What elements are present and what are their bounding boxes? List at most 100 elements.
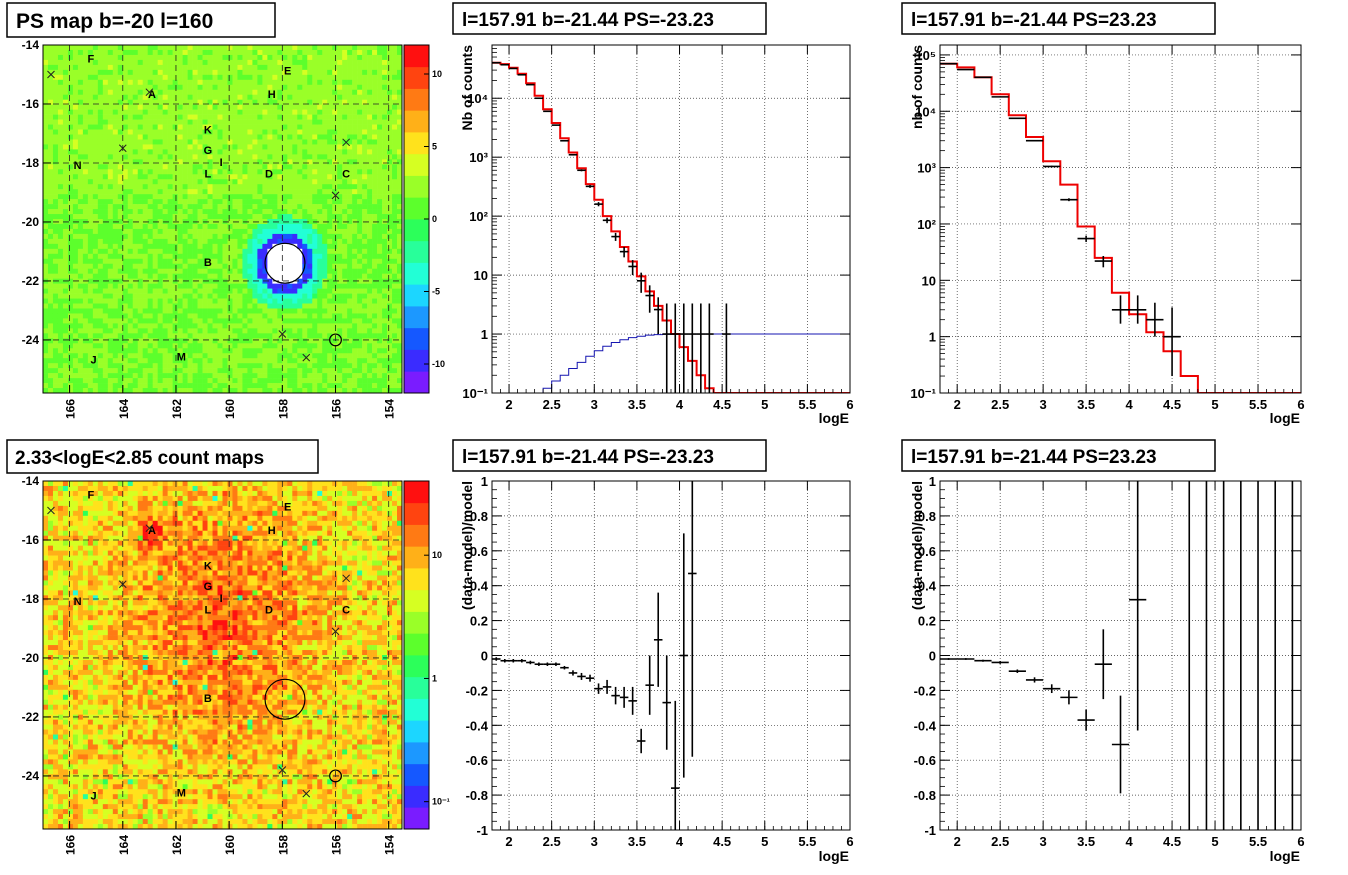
heat-cell — [212, 343, 218, 349]
heat-cell — [272, 273, 278, 279]
heat-cell — [142, 159, 149, 165]
heat-cell — [382, 214, 388, 220]
heat-cell — [67, 164, 74, 170]
heat-cell — [117, 263, 124, 270]
heat-cell — [97, 233, 104, 240]
heat-cell — [212, 368, 218, 374]
heat-cell — [122, 104, 129, 110]
heat-cell — [87, 328, 94, 334]
heat-cell — [43, 288, 49, 294]
heat-cell — [337, 64, 343, 71]
heat-cell — [102, 358, 109, 364]
heat-cell — [232, 353, 238, 359]
heat-cell — [372, 189, 378, 195]
heat-cell — [352, 263, 358, 270]
heat-cell — [172, 368, 178, 374]
heat-cell — [227, 273, 233, 279]
heat-cell — [367, 228, 373, 235]
heat-cell — [142, 323, 149, 329]
heat-cell — [152, 268, 158, 274]
heat-cell — [87, 214, 94, 220]
heat-cell — [322, 388, 328, 393]
heat-cell — [302, 283, 308, 289]
heat-cell — [102, 323, 109, 329]
heat-cell — [97, 179, 104, 185]
heat-cell — [287, 194, 293, 200]
heat-cell — [212, 204, 218, 210]
heat-cell — [142, 223, 149, 230]
heat-cell — [297, 79, 303, 86]
heat-cell — [292, 179, 298, 185]
heat-cell — [202, 308, 208, 314]
heat-cell — [272, 318, 278, 324]
heat-cell — [347, 74, 353, 81]
heat-cell — [252, 288, 258, 294]
heat-cell — [262, 293, 268, 299]
heat-cell — [217, 263, 223, 270]
heat-cell — [302, 59, 308, 66]
heat-cell — [62, 54, 69, 61]
heat-cell — [87, 119, 94, 125]
heat-cell — [147, 268, 153, 274]
heat-cell — [347, 283, 353, 289]
heat-cell — [342, 134, 348, 140]
heat-cell — [347, 119, 353, 125]
heat-cell — [237, 74, 243, 81]
heat-cell — [342, 214, 348, 220]
heat-cell — [362, 49, 368, 56]
heat-cell — [182, 194, 188, 200]
heat-cell — [267, 268, 273, 274]
heat-cell — [207, 338, 213, 344]
heat-cell — [317, 154, 323, 160]
heat-cell — [287, 263, 293, 270]
heat-cell — [342, 348, 348, 354]
heat-cell — [307, 194, 313, 200]
heat-cell — [97, 258, 104, 265]
heat-cell — [62, 84, 69, 91]
heat-cell — [392, 69, 398, 76]
heat-cell — [397, 74, 402, 81]
heat-cell — [67, 174, 74, 180]
heat-cell — [362, 353, 368, 359]
heat-cell — [252, 99, 258, 105]
heat-cell — [157, 328, 163, 334]
heat-cell — [222, 288, 228, 294]
heat-cell — [312, 248, 318, 255]
heat-cell — [162, 114, 168, 120]
heat-cell — [362, 139, 368, 145]
heat-cell — [197, 184, 203, 190]
heat-cell — [127, 79, 134, 86]
heat-cell — [97, 144, 104, 150]
heat-cell — [312, 184, 318, 190]
heat-cell — [167, 79, 173, 86]
heat-cell — [247, 109, 253, 115]
heat-cell — [137, 293, 144, 299]
heat-cell — [43, 194, 49, 200]
heat-cell — [127, 313, 134, 319]
heat-cell — [67, 49, 74, 56]
heat-cell — [137, 338, 144, 344]
heat-cell — [187, 214, 193, 220]
heat-cell — [172, 109, 178, 115]
heat-cell — [87, 84, 94, 91]
heat-cell — [352, 338, 358, 344]
heat-cell — [292, 104, 298, 110]
heat-cell — [227, 169, 233, 175]
heat-cell — [137, 223, 144, 230]
heat-cell — [182, 144, 188, 150]
heat-cell — [72, 209, 79, 215]
heat-cell — [167, 169, 173, 175]
heat-cell — [117, 258, 124, 265]
heat-cell — [247, 313, 253, 319]
heat-cell — [202, 318, 208, 324]
heat-cell — [57, 169, 64, 175]
heat-cell — [162, 69, 168, 76]
heat-cell — [232, 119, 238, 125]
heat-cell — [202, 209, 208, 215]
heat-cell — [172, 174, 178, 180]
heat-cell — [172, 69, 178, 76]
heat-cell — [322, 313, 328, 319]
heat-cell — [62, 184, 69, 190]
heat-cell — [117, 109, 124, 115]
heat-cell — [137, 383, 144, 389]
